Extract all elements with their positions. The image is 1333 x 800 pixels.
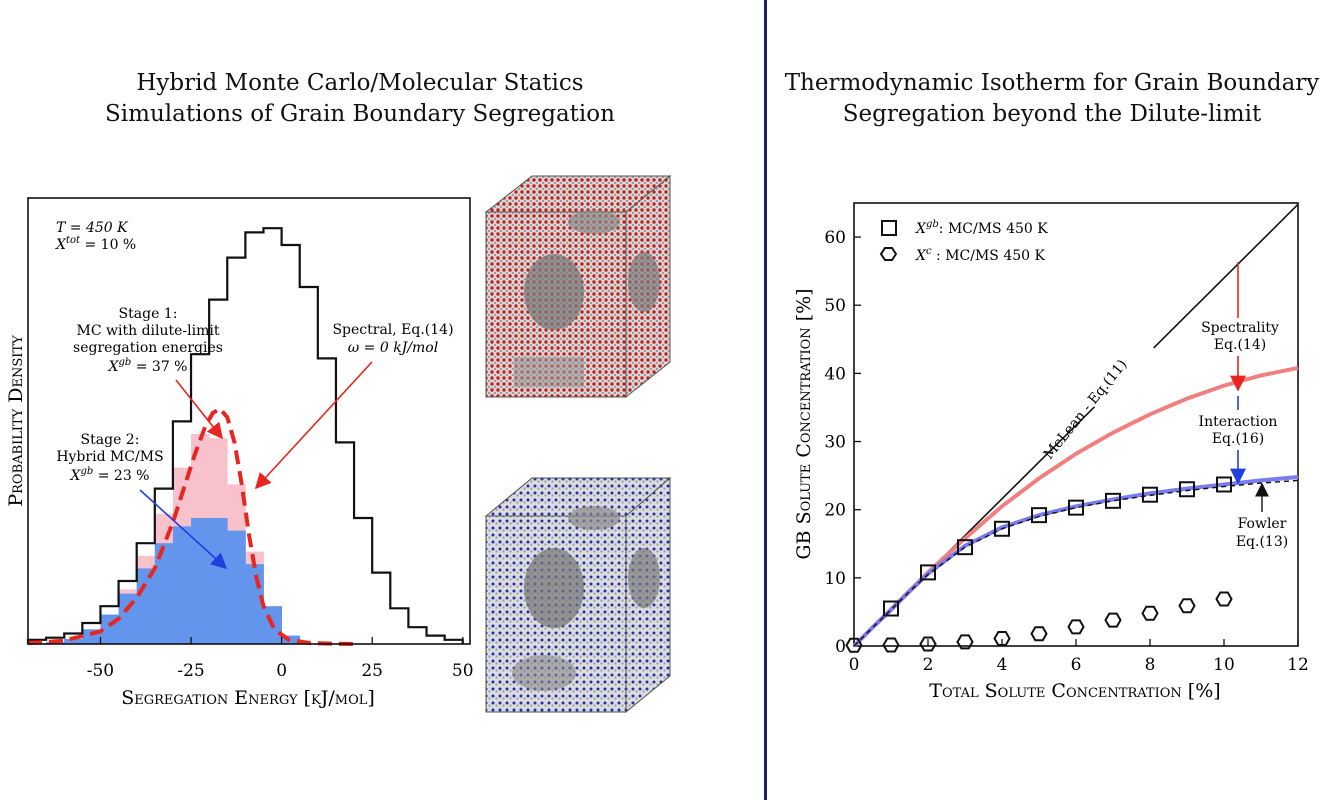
svg-text:segregation energies: segregation energies: [73, 340, 223, 356]
stage2-bar: [209, 518, 228, 644]
stage1-arrow: [175, 379, 223, 440]
isotherm-y-tick-label: 60: [824, 228, 846, 248]
xgb-square-point: [994, 520, 1010, 537]
histogram-x-tick-label: 0: [276, 661, 287, 681]
isotherm-x-tick-label: 2: [923, 655, 934, 675]
xgb-square-point: [1179, 481, 1195, 498]
xgb-square-point: [957, 539, 973, 556]
stage2-bar: [172, 526, 192, 644]
svg-text:Xgb = 37 %: Xgb = 37 %: [108, 357, 188, 375]
stage2-bar: [227, 530, 246, 644]
xgb-square-point: [883, 600, 899, 617]
isotherm-x-tick-label: 8: [1145, 655, 1156, 675]
right-title-line2: Segregation beyond the Dilute-limit: [842, 101, 1262, 127]
isotherm-y-label: GB Solute Concentration [%]: [793, 288, 815, 559]
xc-hexagon-point: [1178, 598, 1196, 614]
temp-annotation: T = 450 K: [56, 220, 129, 236]
xc-hexagon-point: [1141, 605, 1159, 621]
xc-hexagon-point: [956, 634, 974, 650]
xc-hexagon-point: [1030, 626, 1048, 642]
right-title-line1: Thermodynamic Isotherm for Grain Boundar…: [784, 70, 1320, 96]
stage2-bar: [281, 635, 301, 644]
legend-hexagon-marker: [879, 247, 898, 261]
legend-square-label: Xgb: MC/MS 450 K: [915, 219, 1048, 237]
svg-text:Fowler: Fowler: [1238, 516, 1287, 532]
isotherm-y-tick-label: 0: [835, 637, 846, 657]
total-spectrum-outline: [26, 227, 464, 644]
spectral-arrow: [254, 361, 373, 490]
isotherm-x-tick-label: 4: [997, 655, 1008, 675]
isotherm-x-tick-label: 0: [849, 655, 860, 675]
svg-text:Eq.(16): Eq.(16): [1212, 431, 1264, 447]
red-solute-atom-cube: [484, 174, 672, 399]
xgb-square-point: [920, 564, 936, 581]
left-title-line1: Hybrid Monte Carlo/Molecular Statics: [136, 70, 584, 96]
histogram-y-label: Probability Density: [5, 335, 27, 507]
isotherm-x-label: Total Solute Concentration [%]: [929, 680, 1220, 702]
left-title-line2: Simulations of Grain Boundary Segregatio…: [105, 101, 615, 127]
isotherm-y-tick-label: 50: [824, 296, 846, 316]
spectrality-annotation: Spectrality Eq.(14): [1201, 320, 1279, 353]
svg-text:Hybrid MC/MS: Hybrid MC/MS: [56, 449, 163, 465]
legend-square-marker: [881, 220, 897, 236]
xgb-square-point: [1031, 507, 1047, 524]
legend-hexagon-label: Xc : MC/MS 450 K: [915, 246, 1046, 264]
isotherm-y-tick-label: 40: [824, 364, 846, 384]
histogram-frame: [27, 197, 471, 645]
interaction-annotation: Interaction Eq.(16): [1199, 414, 1278, 447]
histogram-x-label: Segregation Energy [kJ/mol]: [121, 687, 375, 709]
xc-hexagon-point: [882, 637, 900, 653]
fowler-annotation: Fowler Eq.(13): [1236, 516, 1288, 550]
isotherm-legend: Xgb: MC/MS 450 K Xc : MC/MS 450 K: [879, 219, 1048, 264]
xtot-annotation: Xtot = 10 %: [55, 235, 136, 253]
xc-hexagon-point: [845, 637, 863, 653]
svg-text:Interaction: Interaction: [1199, 414, 1278, 430]
xgb-square-point: [1142, 486, 1158, 503]
svg-text:Xgb = 23 %: Xgb = 23 %: [70, 466, 150, 484]
spectral-fit-dashed-curve: [27, 406, 355, 646]
svg-text:Spectral, Eq.(14): Spectral, Eq.(14): [332, 322, 453, 338]
isotherm-y-tick-label: 20: [824, 501, 846, 521]
svg-text:ω = 0 kJ/mol: ω = 0 kJ/mol: [348, 340, 438, 356]
xc-hexagon-point: [1104, 612, 1122, 628]
isotherm-x-tick-label: 12: [1287, 655, 1309, 675]
isotherm-y-tick-label: 10: [824, 569, 846, 589]
stage2-bar: [118, 593, 138, 644]
isotherm-x-tick-label: 6: [1071, 655, 1082, 675]
histogram-x-tick-label: 25: [361, 661, 383, 681]
right-panel-title: Thermodynamic Isotherm for Grain Boundar…: [772, 68, 1332, 130]
fowler-curve: [853, 479, 1299, 647]
svg-text:Spectrality: Spectrality: [1201, 320, 1279, 336]
stage2-bar: [64, 638, 83, 644]
xc-hexagon-point: [919, 636, 937, 652]
svg-text:MC with dilute-limit: MC with dilute-limit: [77, 323, 220, 339]
histogram-x-tick-label: 50: [452, 661, 474, 681]
histogram-x-tick-label: -25: [177, 661, 204, 681]
xgb-square-point: [1105, 492, 1121, 509]
blue-solute-atom-cube: [484, 476, 672, 714]
isotherm-x-tick-label: 10: [1213, 655, 1235, 675]
isotherm-y-tick-label: 30: [824, 433, 846, 453]
svg-text:Eq.(13): Eq.(13): [1236, 534, 1288, 550]
left-panel-title: Hybrid Monte Carlo/Molecular Statics Sim…: [60, 68, 660, 130]
spectral-annotation: Spectral, Eq.(14) ω = 0 kJ/mol: [332, 322, 453, 356]
stage2-bar: [154, 543, 174, 644]
histogram-x-tick-label: -50: [87, 661, 114, 681]
xgb-square-point: [1068, 499, 1084, 516]
stage2-annotation: Stage 2: Hybrid MC/MS Xgb = 23 %: [56, 432, 163, 484]
panel-divider: [764, 0, 767, 800]
svg-text:Stage 2:: Stage 2:: [81, 432, 140, 448]
xc-hexagon-point: [993, 631, 1011, 646]
stage2-arrow: [139, 489, 228, 570]
xc-hexagon-point: [1067, 619, 1085, 635]
xc-hexagon-point: [1215, 591, 1233, 607]
stage1-annotation: Stage 1: MC with dilute-limit segregatio…: [73, 306, 223, 375]
svg-text:Eq.(14): Eq.(14): [1214, 337, 1266, 353]
mclean-line-upper: [1153, 203, 1299, 349]
svg-text:Stage 1:: Stage 1:: [119, 306, 178, 322]
